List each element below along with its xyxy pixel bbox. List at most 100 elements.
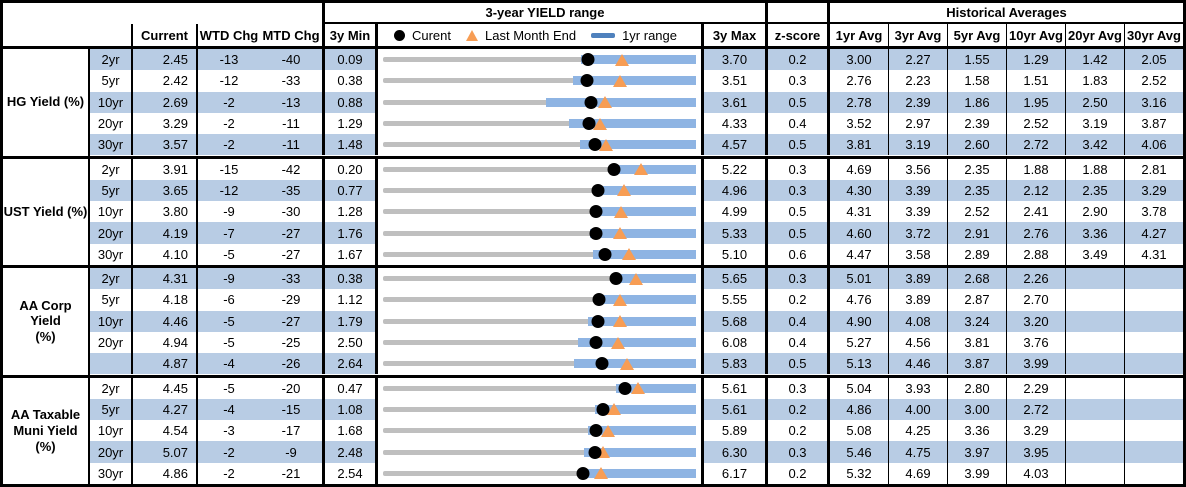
last-month-end-triangle-icon [615, 53, 630, 66]
three-year-range-line [383, 57, 696, 63]
avg-cell: 3.87 [947, 353, 1006, 375]
avg-cell: 2.26 [1006, 268, 1065, 290]
tenor-cell: 5yr [101, 73, 120, 89]
3y-min-cell: 1.79 [322, 310, 375, 332]
table-row: 30yr 4.10 -5 -27 1.67 5.10 0.6 4.47 3.58 2.89 2.88… [90, 243, 1183, 265]
one-year-range-bar [595, 185, 696, 195]
avg-cell: 4.76 [827, 289, 888, 311]
3y-max-cell: 6.30 [701, 441, 765, 463]
current-dot-icon [580, 74, 594, 88]
tenor-cell: 10yr [97, 423, 124, 439]
avg-cell: 2.05 [1124, 49, 1183, 71]
mtd-chg-cell: -30 [281, 204, 301, 220]
avg-cell: 4.25 [888, 420, 947, 442]
current-cell: 4.87 [131, 353, 196, 375]
3y-max-cell: 5.61 [701, 398, 765, 421]
3y-max-cell: 5.55 [701, 289, 765, 311]
wtd-mtd-cell: -15 -42 [196, 158, 322, 180]
wtd-chg-cell: -13 [219, 52, 239, 68]
avg-cell: 2.39 [947, 112, 1006, 135]
avg-cell: 3.95 [1006, 441, 1065, 463]
current-cell: 5.07 [131, 441, 196, 463]
three-year-range-line [383, 406, 696, 412]
avg-cell: 2.52 [947, 201, 1006, 223]
avg-cell: 4.31 [1124, 243, 1183, 265]
avg-cell: 3.24 [947, 310, 1006, 332]
current-cell: 4.19 [131, 222, 196, 244]
last-month-end-triangle-icon [612, 293, 627, 306]
avg-cell: 4.90 [827, 310, 888, 332]
avg-cell: 3.56 [888, 158, 947, 180]
table-row: 20yr 3.29 -2 -11 1.29 4.33 0.4 3.52 2.97 2.39 2.52… [90, 112, 1183, 135]
mtd-chg-cell: -13 [281, 94, 301, 110]
avg-cell: 3.99 [947, 462, 1006, 484]
one-year-range-bar [580, 55, 696, 65]
table-row: 20yr 5.07 -2 -9 2.48 6.30 0.3 5.46 4.75 3.97 3.95 [90, 441, 1183, 463]
3y-max-cell: 3.51 [701, 70, 765, 92]
table-row: 30yr 4.86 -2 -21 2.54 6.17 0.2 5.32 4.69 3.99 4.03 [90, 462, 1183, 484]
avg-cell: 2.12 [1006, 179, 1065, 202]
current-cell: 2.69 [131, 91, 196, 113]
current-dot-icon [393, 29, 405, 41]
current-dot-icon [596, 402, 610, 416]
3y-min-cell: 1.29 [322, 112, 375, 135]
3y-min-cell: 0.38 [322, 70, 375, 92]
wtd-mtd-cell: -5 -27 [196, 310, 322, 332]
current-dot-icon [589, 226, 603, 240]
current-cell: 4.10 [131, 243, 196, 265]
wtd-mtd-cell: -6 -29 [196, 289, 322, 311]
range-chart-cell [375, 134, 701, 156]
3y-max-cell: 5.33 [701, 222, 765, 244]
tenor-cell: 2yr [90, 268, 131, 290]
z-score-cell: 0.2 [765, 398, 827, 421]
range-plot [383, 378, 696, 399]
avg-cell [1065, 377, 1124, 399]
header-3yr-avg: 3yr Avg [888, 24, 947, 46]
avg-cell: 4.03 [1006, 462, 1065, 484]
avg-cell: 2.52 [1006, 112, 1065, 135]
3y-min-cell: 2.54 [322, 462, 375, 484]
range-plot [383, 70, 696, 91]
avg-cell [1124, 420, 1183, 442]
avg-cell [1124, 331, 1183, 354]
avg-cell [1065, 420, 1124, 442]
avg-cell: 5.32 [827, 462, 888, 484]
wtd-mtd-cell: -4 -15 [196, 398, 322, 421]
mtd-chg-cell: -21 [281, 465, 301, 481]
table-row: 10yr 3.80 -9 -30 1.28 4.99 0.5 4.31 3.39 2.52 2.41… [90, 201, 1183, 223]
3y-min-cell: 0.47 [322, 377, 375, 399]
current-dot-icon [588, 445, 602, 459]
header-wtd-chg: WTD Chg [199, 27, 259, 43]
section-rows: 2yr 3.91 -15 -42 0.20 5.22 0.3 4.69 3.56 2.35 1.88… [90, 158, 1183, 266]
avg-cell: 3.29 [1124, 179, 1183, 202]
wtd-chg-cell: -5 [223, 313, 235, 329]
avg-cell [1124, 398, 1183, 421]
avg-cell: 2.41 [1006, 201, 1065, 223]
header-30yr-avg: 30yr Avg [1124, 24, 1183, 46]
avg-cell: 2.88 [1006, 243, 1065, 265]
3y-min-cell: 1.48 [322, 134, 375, 156]
tenor-cell: 10yr [90, 310, 131, 332]
table-row: 4.87 -4 -26 2.64 5.83 0.5 5.13 4.46 3.87 3.99 [90, 353, 1183, 375]
header-column-row: Current WTD Chg MTD Chg 3y Min Curent La… [3, 24, 1183, 49]
avg-cell: 4.31 [827, 201, 888, 223]
avg-cell: 5.13 [827, 353, 888, 375]
avg-cell: 3.78 [1124, 201, 1183, 223]
table-row: 2yr 4.31 -9 -33 0.38 5.65 0.3 5.01 3.89 2.68 2.26 [90, 268, 1183, 290]
wtd-mtd-cell: -12 -33 [196, 70, 322, 92]
wtd-chg-cell: -4 [223, 356, 235, 372]
last-month-end-triangle-icon [594, 467, 609, 480]
avg-cell: 5.01 [827, 268, 888, 290]
wtd-mtd-cell: -5 -20 [196, 377, 322, 399]
avg-cell: 1.55 [947, 49, 1006, 71]
range-plot [383, 134, 696, 155]
header-wtd-mtd: WTD Chg MTD Chg [196, 24, 322, 46]
current-dot-icon [582, 117, 596, 131]
avg-cell: 4.47 [827, 243, 888, 265]
header-3y-max: 3y Max [701, 24, 765, 46]
range-chart-cell [375, 222, 701, 244]
avg-cell: 1.42 [1065, 49, 1124, 71]
3y-max-cell: 3.70 [701, 49, 765, 71]
3y-min-cell: 1.08 [322, 398, 375, 421]
wtd-mtd-cell: -4 -26 [196, 353, 322, 375]
